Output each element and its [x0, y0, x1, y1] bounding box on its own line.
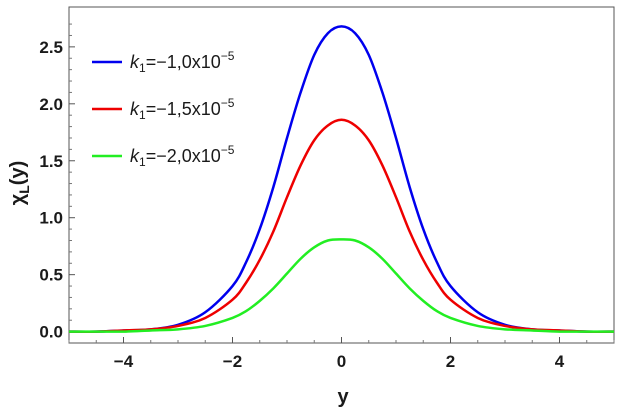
- legend-label-2: k1=−1,5x10−5: [130, 96, 235, 122]
- series-line-3: [69, 238, 614, 333]
- series-line-2: [68, 118, 615, 333]
- x-axis-title: y: [337, 386, 349, 408]
- x-tick-label: −4: [114, 352, 134, 371]
- y-tick-label: 2.5: [39, 38, 63, 57]
- y-tick-label: 1.0: [39, 209, 63, 228]
- x-tick-label: −2: [223, 352, 242, 371]
- y-tick-label: 0.5: [39, 266, 63, 285]
- axis-ticks: −4 −2 0 2 4 0.0 0.5 1.0 1.5 2.0 2.5: [39, 23, 615, 371]
- x-tick-label: 2: [446, 352, 455, 371]
- y-tick-label: 1.5: [39, 152, 63, 171]
- legend-label-3: k1=−2,0x10−5: [130, 143, 235, 169]
- y-tick-label: 2.0: [39, 95, 63, 114]
- y-axis-title: χL(y): [7, 161, 32, 206]
- y-tick-label: 0.0: [39, 323, 63, 342]
- x-tick-label: 4: [555, 352, 565, 371]
- series-line-1: [68, 25, 615, 333]
- legend-label-1: k1=−1,0x10−5: [130, 49, 235, 75]
- x-tick-label: 0: [337, 352, 346, 371]
- legend: k1=−1,0x10−5 k1=−1,5x10−5 k1=−2,0x10−5: [92, 49, 235, 169]
- series-layer: [68, 25, 615, 333]
